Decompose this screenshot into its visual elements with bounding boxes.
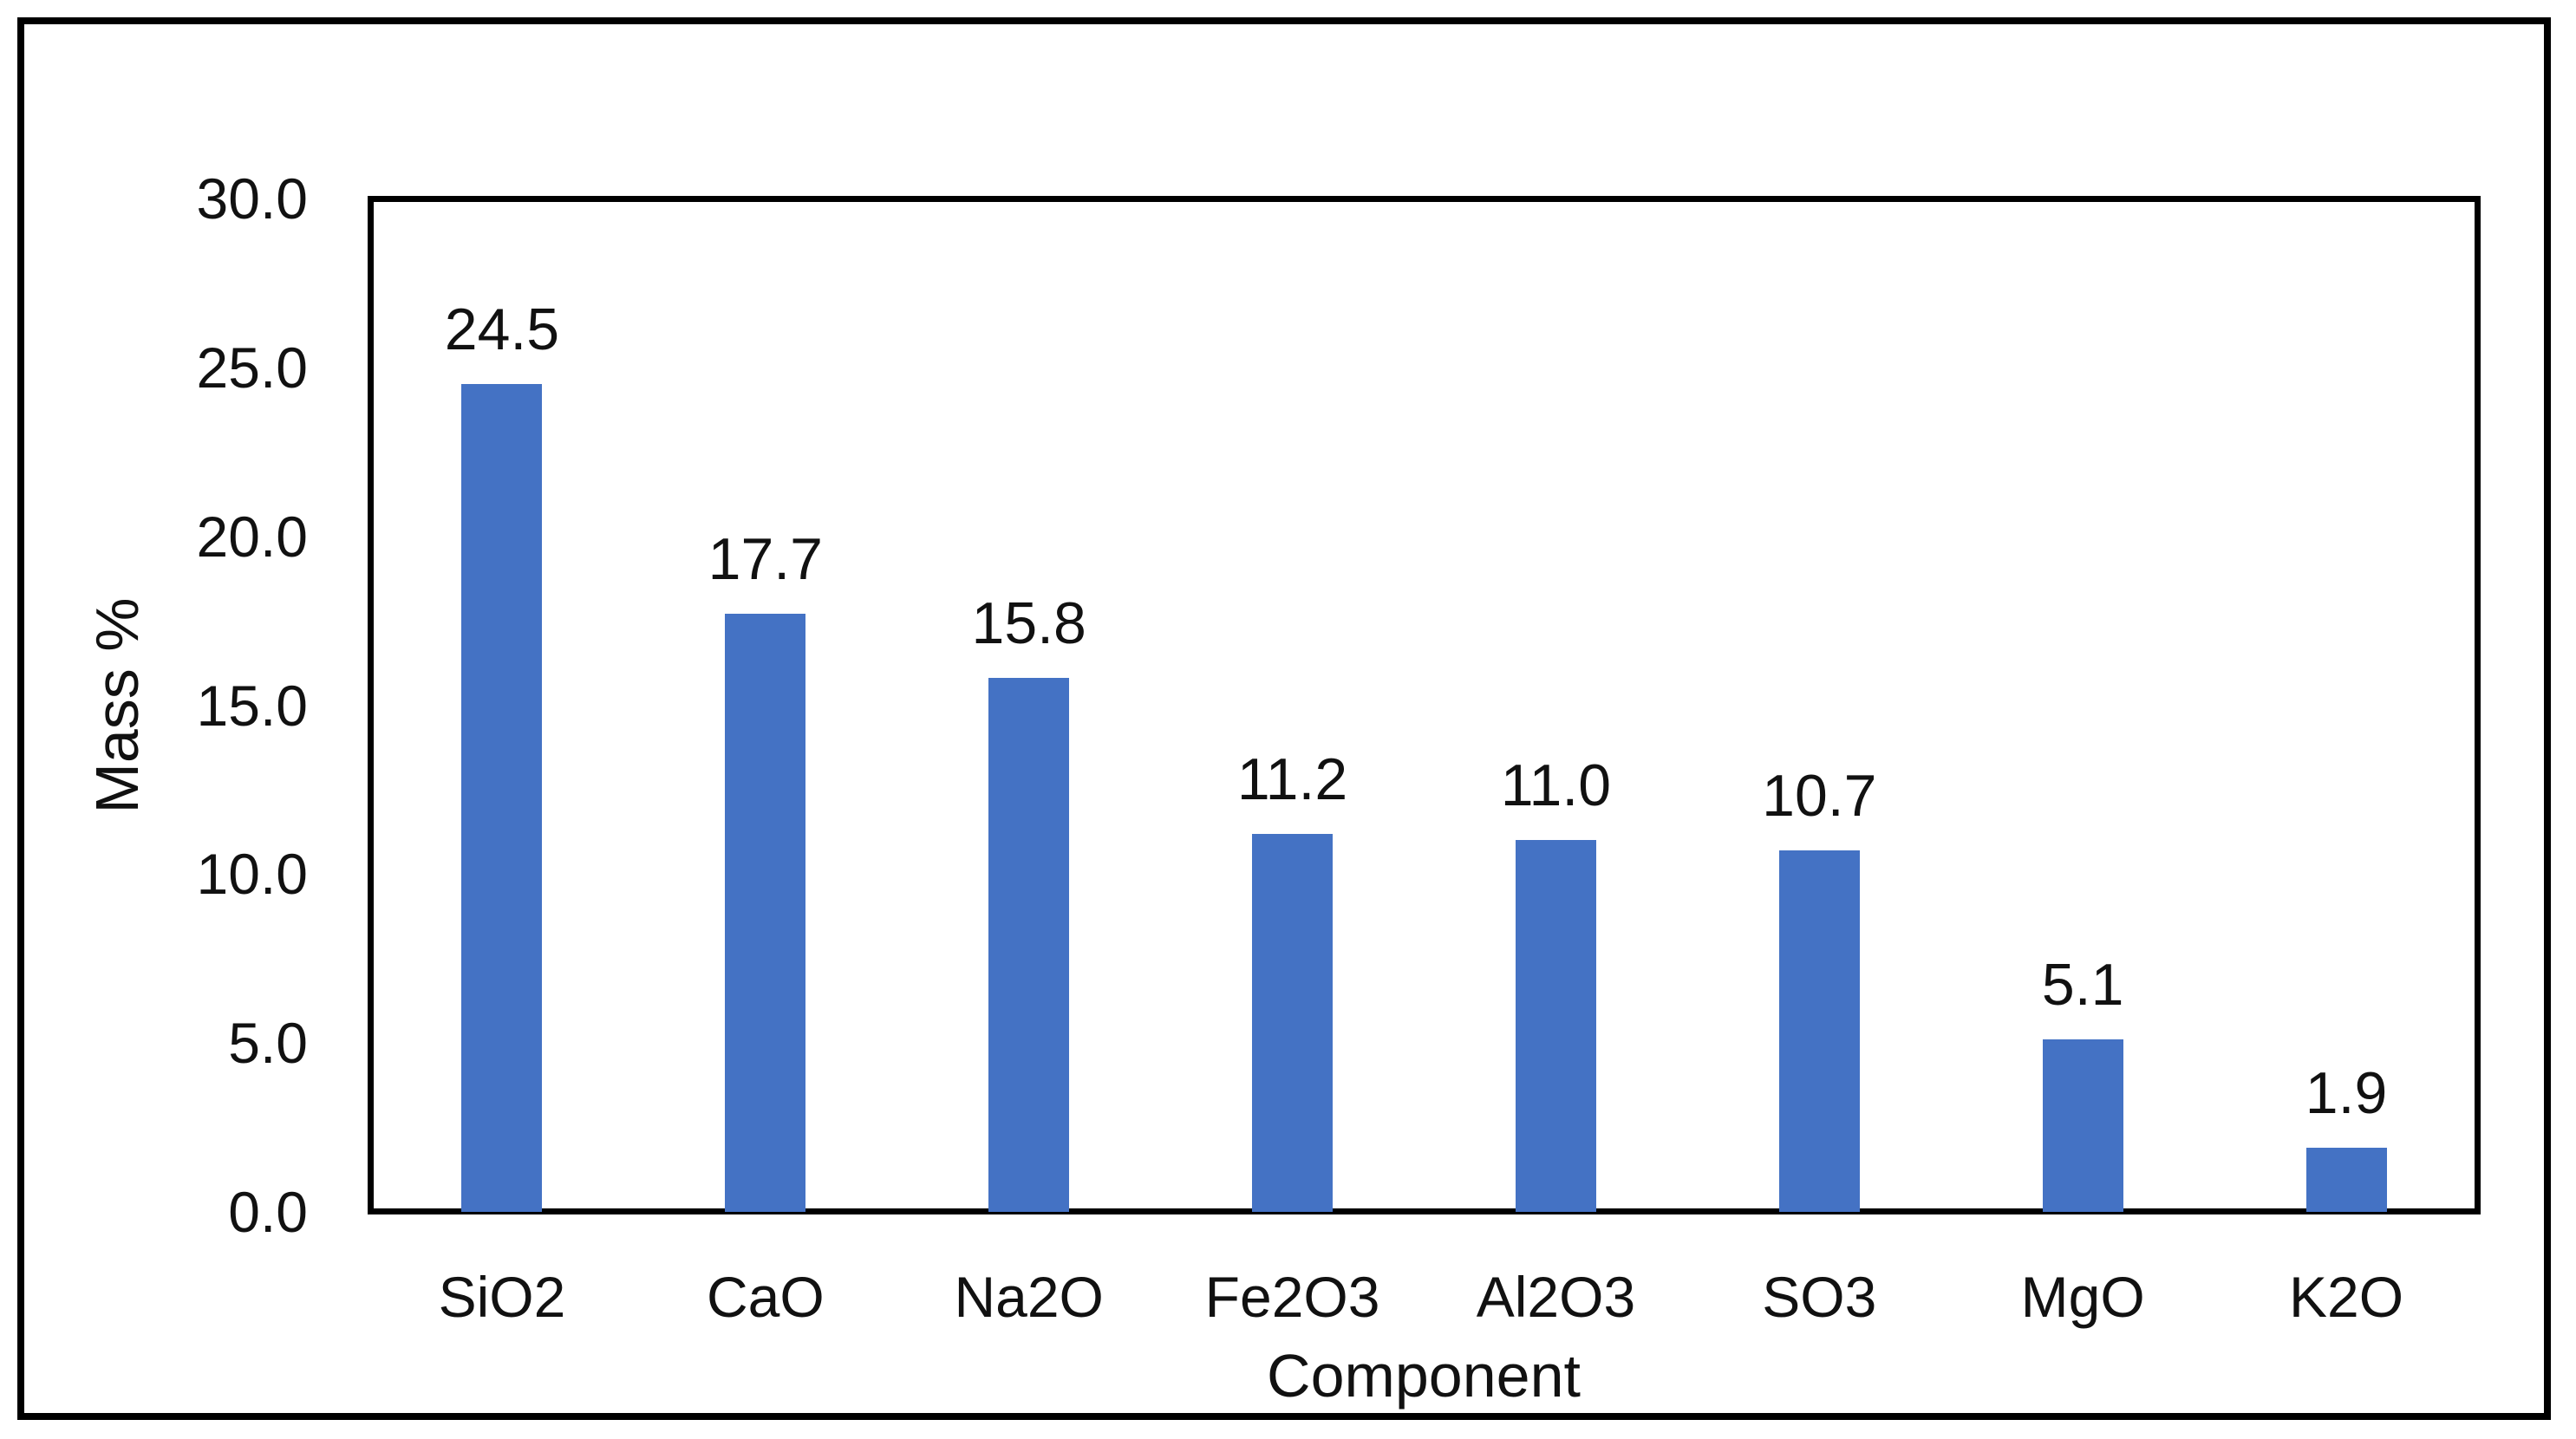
x-tick-label: Na2O [954, 1265, 1104, 1329]
bar-mgo [2042, 1039, 2123, 1212]
x-tick-label: SiO2 [438, 1265, 566, 1329]
value-label: 11.0 [1500, 752, 1612, 819]
y-tick-label: 0.0 [228, 1180, 308, 1244]
x-tick-label: CaO [706, 1265, 825, 1329]
y-tick-label: 20.0 [196, 504, 308, 569]
x-tick-label: MgO [2020, 1265, 2145, 1329]
y-tick-label: 10.0 [196, 842, 308, 907]
bar-k2o [2305, 1147, 2387, 1212]
value-label: 24.5 [444, 296, 560, 363]
value-label: 1.9 [2305, 1059, 2388, 1126]
bar-cao [725, 614, 806, 1212]
bar-na2o [988, 678, 1070, 1212]
y-tick-label: 15.0 [196, 673, 308, 738]
x-tick-label: SO3 [1762, 1265, 1877, 1329]
value-label: 5.1 [2041, 952, 2124, 1019]
bar-sio2 [461, 384, 543, 1212]
y-tick-label: 30.0 [196, 166, 308, 231]
bar-so3 [1778, 850, 1860, 1212]
value-label: 10.7 [1762, 763, 1877, 830]
bar-fe2o3 [1252, 833, 1334, 1212]
y-tick-label: 5.0 [228, 1011, 308, 1076]
value-label: 11.2 [1236, 746, 1348, 812]
bar-al2o3 [1515, 840, 1596, 1212]
value-label: 15.8 [971, 590, 1086, 657]
value-label: 17.7 [708, 526, 823, 593]
x-tick-label: Al2O3 [1476, 1265, 1636, 1329]
y-tick-label: 25.0 [196, 335, 308, 400]
x-axis-title: Component [1267, 1342, 1581, 1410]
x-tick-label: Fe2O3 [1204, 1265, 1380, 1329]
x-tick-label: K2O [2289, 1265, 2404, 1329]
plot-area [368, 196, 2481, 1214]
